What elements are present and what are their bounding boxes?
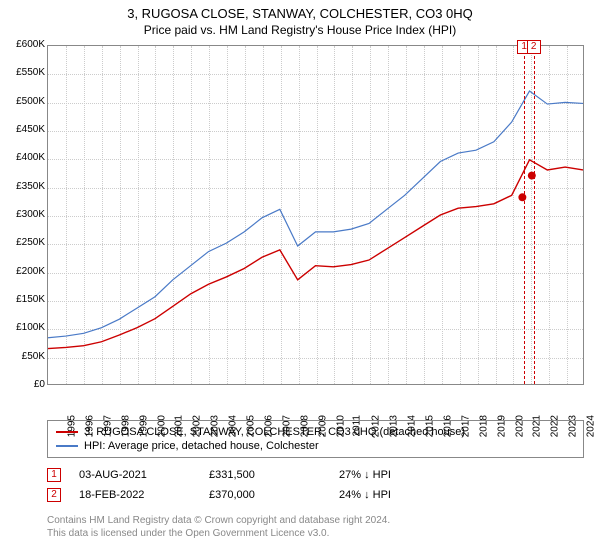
legend-label: 3, RUGOSA CLOSE, STANWAY, COLCHESTER, CO…	[84, 426, 465, 438]
legend: 3, RUGOSA CLOSE, STANWAY, COLCHESTER, CO…	[47, 420, 584, 458]
chart-plot-area: 12	[47, 45, 584, 385]
table-row: 2 18-FEB-2022 £370,000 24% ↓ HPI	[47, 485, 584, 505]
row-price: £370,000	[209, 489, 339, 501]
x-tick-label: 2024	[585, 415, 596, 437]
y-tick-label: £600K	[3, 39, 45, 50]
price-point	[518, 193, 526, 201]
price-marker-line	[524, 46, 525, 384]
y-tick-label: £300K	[3, 209, 45, 220]
row-badge: 1	[47, 468, 61, 482]
chart-subtitle: Price paid vs. HM Land Registry's House …	[0, 21, 600, 37]
y-tick-label: £400K	[3, 152, 45, 163]
table-row: 1 03-AUG-2021 £331,500 27% ↓ HPI	[47, 465, 584, 485]
price-table: 1 03-AUG-2021 £331,500 27% ↓ HPI 2 18-FE…	[47, 465, 584, 505]
y-tick-label: £50K	[3, 351, 45, 362]
y-tick-label: £200K	[3, 266, 45, 277]
row-date: 18-FEB-2022	[79, 489, 209, 501]
copyright: Contains HM Land Registry data © Crown c…	[47, 514, 584, 540]
series-property	[48, 160, 583, 349]
legend-label: HPI: Average price, detached house, Colc…	[84, 440, 319, 452]
copyright-line: This data is licensed under the Open Gov…	[47, 527, 584, 540]
legend-swatch	[56, 431, 78, 433]
y-tick-label: £550K	[3, 67, 45, 78]
price-marker-badge: 2	[527, 40, 541, 54]
legend-swatch	[56, 445, 78, 447]
y-tick-label: £450K	[3, 124, 45, 135]
row-price: £331,500	[209, 469, 339, 481]
y-tick-label: £0	[3, 379, 45, 390]
price-marker-line	[534, 46, 535, 384]
copyright-line: Contains HM Land Registry data © Crown c…	[47, 514, 584, 527]
chart-svg	[48, 46, 583, 384]
row-delta: 24% ↓ HPI	[339, 489, 469, 501]
y-tick-label: £350K	[3, 181, 45, 192]
row-date: 03-AUG-2021	[79, 469, 209, 481]
series-hpi	[48, 91, 583, 338]
legend-item: 3, RUGOSA CLOSE, STANWAY, COLCHESTER, CO…	[56, 425, 575, 439]
y-tick-label: £150K	[3, 294, 45, 305]
legend-item: HPI: Average price, detached house, Colc…	[56, 439, 575, 453]
row-badge: 2	[47, 488, 61, 502]
y-tick-label: £500K	[3, 96, 45, 107]
y-tick-label: £100K	[3, 322, 45, 333]
row-delta: 27% ↓ HPI	[339, 469, 469, 481]
chart-title: 3, RUGOSA CLOSE, STANWAY, COLCHESTER, CO…	[0, 0, 600, 21]
y-tick-label: £250K	[3, 237, 45, 248]
